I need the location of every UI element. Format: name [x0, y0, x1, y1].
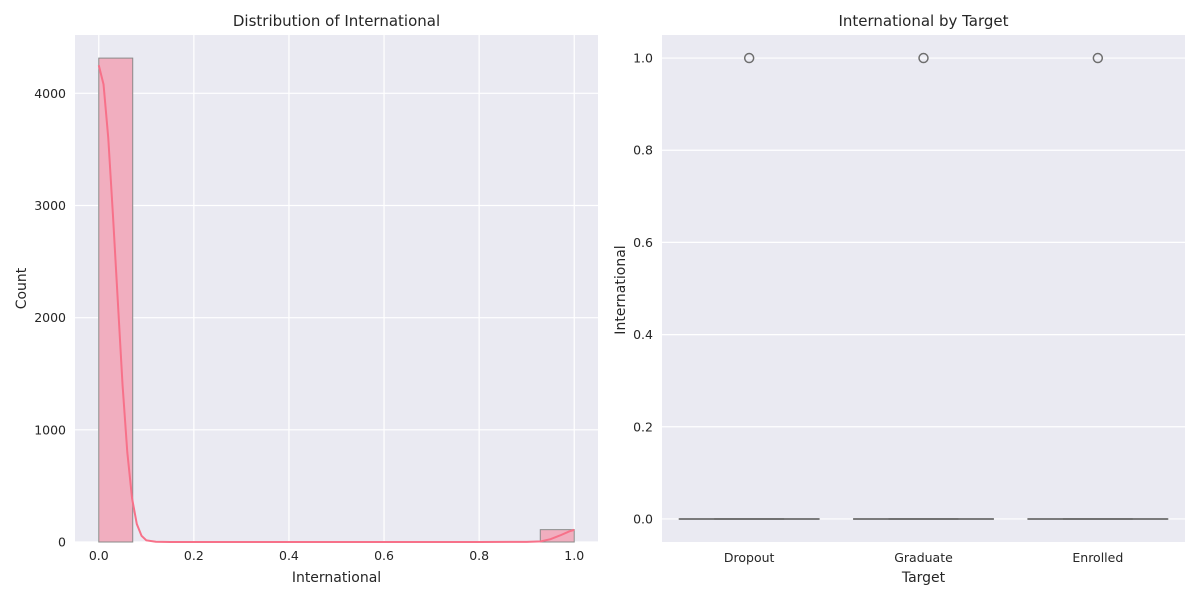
- boxplot-y-tick-label: 0.2: [633, 419, 653, 434]
- box-outlier-point: [1092, 52, 1104, 64]
- box-dropout: [678, 52, 820, 520]
- histogram-x-tick-label: 0.0: [89, 548, 109, 563]
- boxplot-y-tick-label: 1.0: [633, 51, 653, 66]
- boxplot-plot-area: [662, 35, 1185, 542]
- histogram-bar: [98, 57, 134, 543]
- boxplot-y-tick-label: 0.4: [633, 327, 653, 342]
- boxplot-x-tick-label: Graduate: [894, 550, 953, 565]
- histogram-x-tick-label: 0.6: [374, 548, 394, 563]
- histogram-x-tick-label: 0.8: [469, 548, 489, 563]
- histogram-y-tick-label: 2000: [34, 310, 66, 325]
- kde-curve: [97, 65, 575, 543]
- histogram-y-tick-label: 3000: [34, 198, 66, 213]
- histogram-y-tick-label: 0: [58, 535, 66, 550]
- histogram-x-tick-label: 0.2: [184, 548, 204, 563]
- histogram-x-tick-label: 1.0: [564, 548, 584, 563]
- boxplot-y-tick-label: 0.8: [633, 143, 653, 158]
- histogram-panel: 0.0 0.2 0.4 0.6 0.8 1.0 0 1000 2000 3000 4000 Dis…: [14, 12, 598, 586]
- histogram-title: Distribution of International: [233, 12, 440, 30]
- boxplot-title: International by Target: [838, 12, 1008, 30]
- boxplot-y-tick-label: 0.0: [633, 511, 653, 526]
- histogram-xlabel: International: [292, 570, 381, 586]
- histogram-ylabel: Count: [14, 267, 30, 309]
- box-enrolled: [1027, 52, 1169, 520]
- box-graduate: [853, 52, 994, 520]
- boxplot-panel: Dropout Graduate Enrolled 0.0 0.2 0.4 0.6 0.8 1…: [613, 12, 1185, 586]
- box-outlier-point: [743, 52, 755, 64]
- histogram-plot-area: [75, 35, 598, 542]
- boxplot-ylabel: International: [613, 245, 629, 334]
- histogram-y-tick-label: 1000: [34, 422, 66, 437]
- boxplot-x-tick-label: Enrolled: [1072, 550, 1123, 565]
- boxplot-x-tick-label: Dropout: [724, 550, 775, 565]
- box-outlier-point: [918, 52, 929, 64]
- boxplot-xlabel: Target: [901, 570, 946, 586]
- histogram-x-tick-label: 0.4: [279, 548, 299, 563]
- histogram-y-tick-label: 4000: [34, 86, 66, 101]
- boxplot-y-tick-label: 0.6: [633, 235, 653, 250]
